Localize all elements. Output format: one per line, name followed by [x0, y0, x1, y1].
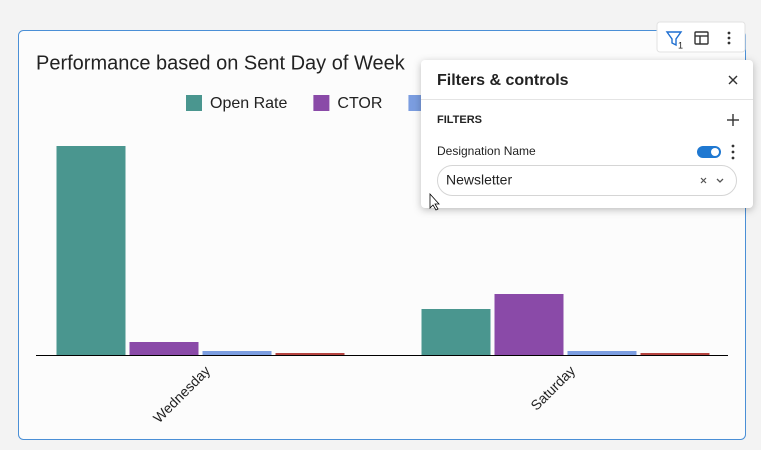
add-filter-button[interactable] [727, 114, 739, 126]
legend-label: CTOR [337, 95, 382, 112]
filter-button[interactable]: 1 [665, 31, 683, 50]
legend-label: Open Rate [210, 95, 287, 112]
cursor [429, 192, 440, 211]
filter-menu[interactable] [731, 144, 735, 160]
filter-value: Newsletter [446, 172, 512, 188]
filter-count: 1 [678, 40, 683, 50]
filter-toggle[interactable] [697, 146, 721, 158]
bar [640, 353, 710, 355]
filter-select[interactable]: Newsletter [437, 165, 737, 196]
bar [202, 351, 272, 355]
filters-panel: Filters & controls FILTERS Designation N… [421, 60, 753, 208]
more-button[interactable] [727, 31, 731, 45]
close-button[interactable] [728, 75, 738, 85]
bar [129, 342, 199, 355]
bar [567, 351, 637, 355]
bar [275, 353, 345, 355]
legend-swatch [408, 95, 425, 111]
section-label: FILTERS [437, 114, 482, 126]
table-button[interactable] [694, 31, 709, 45]
legend-swatch [313, 95, 330, 111]
bar [56, 146, 126, 355]
filter-label: Designation Name [437, 144, 536, 158]
bar [494, 294, 564, 355]
legend-swatch [186, 95, 202, 111]
bar [421, 309, 491, 355]
toolbar: 1 [656, 21, 746, 53]
panel-title: Filters & controls [437, 72, 569, 89]
chart-title: Performance based on Sent Day of Week [36, 52, 406, 74]
